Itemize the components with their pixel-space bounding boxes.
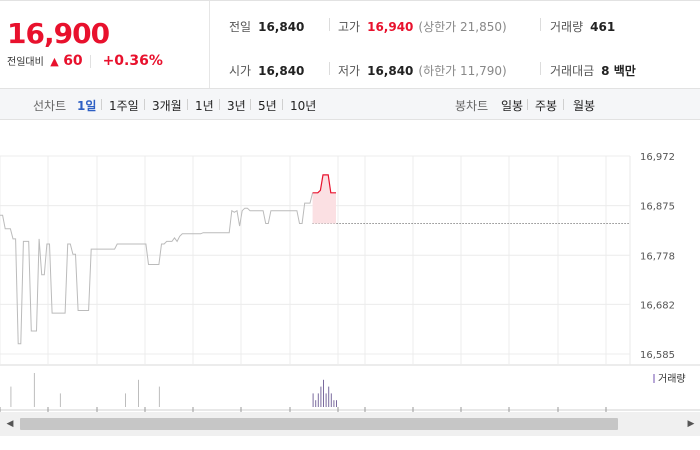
y-tick-label: 16,778 — [640, 251, 675, 262]
prev-close-label: 전일 — [229, 20, 252, 34]
tab-1-year[interactable]: 1년 — [195, 99, 214, 113]
change-amount: 60 — [63, 53, 83, 69]
low-cell: 저가 16,840 (하한가 11,790) — [338, 62, 507, 79]
tab-weekly-candle[interactable]: 주봉 — [535, 99, 558, 113]
volume-bar — [138, 379, 139, 407]
chart-period-tabs: 선차트 1일 1주일 3개월 1년 3년 5년 10년 봉차트 일봉 주봉 월봉 — [0, 88, 700, 120]
change-label: 전일대비 — [7, 57, 44, 68]
change-divider — [90, 54, 92, 68]
divider — [527, 99, 528, 110]
divider — [282, 99, 283, 110]
divider — [329, 62, 330, 75]
tab-5-years[interactable]: 5년 — [258, 99, 277, 113]
tab-10-years[interactable]: 10년 — [290, 99, 317, 113]
price-line — [0, 174, 336, 345]
lower-limit: (하한가 11,790) — [418, 64, 507, 78]
trade-value-cell: 거래대금 8 백만 — [550, 62, 636, 79]
volume-bar — [33, 373, 35, 407]
volume-bar — [10, 386, 12, 407]
today-line — [312, 174, 336, 194]
divider — [540, 62, 541, 75]
history-line — [0, 192, 314, 345]
volume-bar — [315, 400, 317, 407]
open-value: 16,840 — [258, 64, 305, 78]
volume-bar — [333, 400, 335, 407]
trade-value-label: 거래대금 — [550, 64, 595, 78]
up-triangle-icon: ▲ — [50, 55, 59, 68]
volume-bar — [336, 400, 337, 407]
volume-bar — [59, 393, 61, 407]
y-tick-label: 16,682 — [640, 300, 675, 311]
low-value: 16,840 — [367, 64, 414, 78]
scroll-left-icon[interactable]: ◀ — [6, 419, 14, 429]
volume-value: 461 — [590, 20, 616, 34]
today-area — [312, 174, 336, 224]
today-price-area — [312, 174, 336, 224]
volume-bars — [10, 373, 337, 407]
volume-bar — [323, 379, 324, 407]
y-axis-labels: 16,972 16,875 16,778 16,682 16,585 — [640, 152, 675, 361]
trade-value-value: 8 백만 — [601, 64, 636, 78]
volume-bar — [328, 386, 330, 407]
volume-bar — [317, 393, 319, 407]
open-cell: 시가 16,840 — [229, 62, 304, 79]
tab-daily-candle[interactable]: 일봉 — [501, 99, 524, 113]
y-tick-label: 16,972 — [640, 152, 675, 163]
low-label: 저가 — [338, 64, 361, 78]
tab-1-week[interactable]: 1주일 — [109, 99, 139, 113]
volume-bar — [312, 393, 314, 407]
high-value: 16,940 — [367, 20, 414, 34]
open-label: 시가 — [229, 64, 252, 78]
volume-bar — [320, 386, 322, 407]
divider — [563, 99, 564, 110]
volume-bar — [325, 393, 327, 407]
page-bottom — [0, 436, 700, 450]
scroll-thumb[interactable] — [20, 418, 618, 430]
prev-close-value: 16,840 — [258, 20, 305, 34]
candle-chart-label: 봉차트 — [455, 99, 489, 113]
volume-bar — [158, 386, 160, 407]
chart-scrollbar[interactable]: ◀ ▶ — [0, 412, 700, 436]
current-price-panel: 16,900 전일대비 ▲ 60 +0.36% — [0, 1, 210, 89]
volume-legend: 거래량 — [653, 373, 686, 385]
divider — [144, 99, 145, 110]
tab-3-years[interactable]: 3년 — [227, 99, 246, 113]
divider — [101, 99, 102, 110]
upper-limit: (상한가 21,850) — [418, 20, 507, 34]
y-tick-label: 16,875 — [640, 202, 675, 213]
tab-1-day[interactable]: 1일 — [77, 99, 97, 113]
tab-3-months[interactable]: 3개월 — [152, 99, 182, 113]
volume-bar — [330, 393, 332, 407]
intraday-price-chart: 16,972 16,875 16,778 16,682 16,585 거래량 — [0, 152, 700, 412]
volume-label: 거래량 — [550, 20, 584, 34]
volume-legend-swatch — [653, 374, 655, 383]
chart-grid — [0, 155, 700, 412]
quote-summary: 16,900 전일대비 ▲ 60 +0.36% 전일 16,840 고가 16,94… — [0, 0, 700, 89]
price-change: 전일대비 ▲ 60 +0.36% — [7, 53, 163, 69]
high-label: 고가 — [338, 20, 361, 34]
volume-bar — [125, 393, 126, 407]
divider — [219, 99, 220, 110]
scroll-right-icon[interactable]: ▶ — [687, 419, 695, 429]
y-tick-label: 16,585 — [640, 350, 675, 361]
tab-monthly-candle[interactable]: 월봉 — [573, 99, 596, 113]
prev-close-cell: 전일 16,840 — [229, 18, 304, 35]
high-cell: 고가 16,940 (상한가 21,850) — [338, 18, 507, 35]
divider — [250, 99, 251, 110]
volume-cell: 거래량 461 — [550, 18, 615, 35]
line-chart-label: 선차트 — [33, 99, 67, 113]
divider — [329, 18, 330, 31]
divider — [187, 99, 188, 110]
change-rate: +0.36% — [102, 53, 163, 69]
current-price: 16,900 — [7, 17, 110, 50]
volume-legend-label: 거래량 — [658, 373, 686, 385]
divider — [540, 18, 541, 31]
